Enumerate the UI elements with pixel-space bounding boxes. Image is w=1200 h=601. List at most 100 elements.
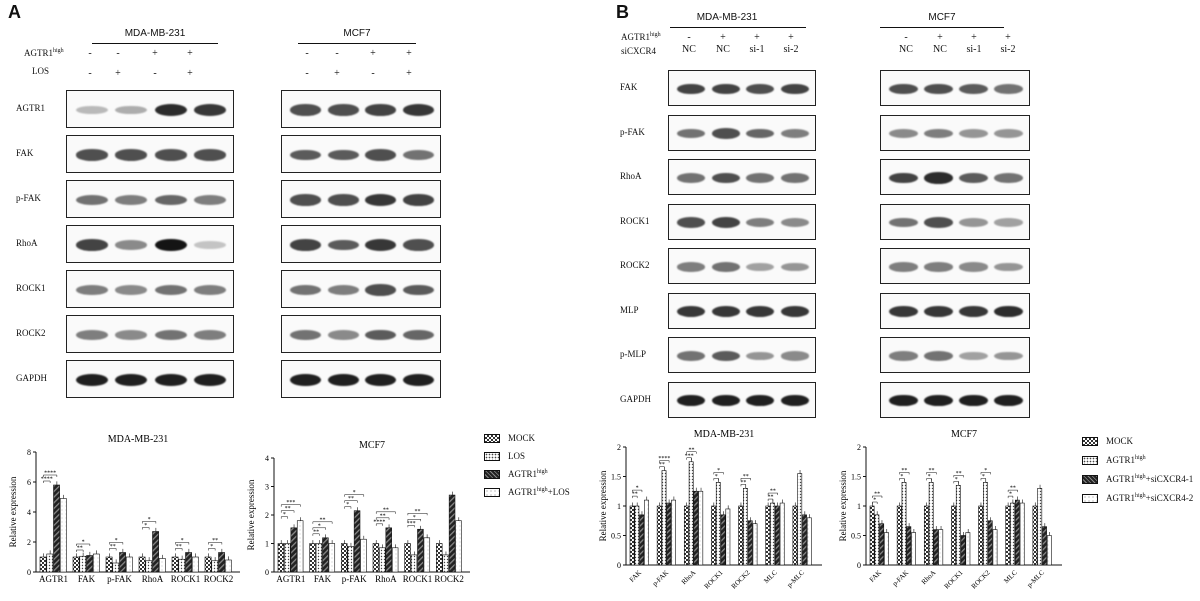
legend-item: AGTR1high [484, 469, 548, 479]
protein-band [154, 149, 187, 161]
significance-bracket [872, 495, 883, 498]
y-tick-label: 2 [857, 443, 861, 452]
condition-mark: + [115, 68, 121, 79]
protein-band [365, 194, 397, 206]
protein-band [924, 83, 953, 95]
bar [923, 505, 929, 566]
protein-band [994, 173, 1023, 183]
bar [806, 517, 812, 566]
protein-band [290, 373, 322, 387]
bar [715, 482, 721, 566]
y-axis-label: Relative expression [8, 476, 18, 547]
bar [738, 505, 744, 566]
panel-a-cellline-1-rule [92, 43, 218, 44]
blot-label: RhoA [16, 238, 38, 248]
significance-bracket [767, 492, 778, 496]
significance-label: ** [956, 471, 962, 477]
protein-band [365, 104, 397, 116]
protein-band [75, 285, 108, 295]
bar [410, 554, 418, 573]
significance-bracket [632, 489, 643, 493]
chart-title: MDA-MB-231 [694, 429, 755, 440]
blot-strip [880, 248, 1030, 284]
significance-bracket [632, 495, 638, 499]
bar [884, 532, 889, 566]
bar [171, 556, 179, 573]
y-tick-label: 6 [27, 478, 31, 487]
bar [46, 553, 54, 573]
significance-label: * [148, 517, 151, 523]
bar [1014, 499, 1020, 566]
significance-bracket [142, 527, 150, 530]
protein-band [75, 194, 108, 206]
legend-label: MOCK [508, 433, 536, 443]
condition-mark: - [88, 68, 92, 79]
x-tick-label: AGTR1 [276, 574, 305, 584]
protein-band [75, 330, 108, 340]
x-tick-label: p-MLC [785, 568, 806, 589]
x-tick-label: ROCK2 [730, 568, 752, 590]
protein-band [711, 262, 740, 272]
significance-bracket [713, 472, 724, 475]
protein-band [780, 217, 809, 228]
significance-label: ** [176, 544, 182, 550]
legend-swatch [484, 451, 500, 461]
protein-band [290, 194, 322, 206]
significance-bracket [659, 460, 670, 463]
bar [204, 556, 212, 573]
bar [379, 547, 386, 573]
bar [747, 520, 753, 566]
bar [72, 556, 80, 573]
condition-mark: + [370, 48, 376, 59]
condition-mark: + [406, 68, 412, 79]
condition-mark: + [334, 68, 340, 79]
protein-band [194, 149, 227, 161]
significance-bracket [926, 472, 937, 475]
bar [698, 490, 704, 566]
significance-label: ** [285, 506, 291, 512]
protein-band [365, 373, 397, 387]
panel-a-cellline-2: MCF7 [343, 28, 371, 39]
condition-mark: NC [716, 44, 730, 55]
condition-mark: NC [682, 44, 696, 55]
significance-label: * [115, 538, 118, 544]
protein-band [154, 238, 187, 252]
protein-band [889, 262, 918, 272]
x-tick-label: RhoA [142, 574, 164, 584]
bar [211, 560, 219, 573]
protein-band [780, 351, 809, 361]
bar [448, 494, 456, 573]
bar [59, 498, 67, 573]
significance-label: * [283, 512, 286, 518]
protein-band [327, 285, 359, 295]
blot-strip [668, 381, 816, 418]
significance-bracket [767, 498, 774, 502]
protein-band [780, 83, 809, 95]
blot-strip [880, 70, 1030, 106]
bar [797, 473, 803, 566]
significance-label: ** [770, 489, 776, 495]
bar [933, 529, 939, 566]
protein-band [677, 305, 706, 318]
bar [1037, 488, 1043, 566]
blot-label: FAK [620, 82, 638, 92]
protein-band [677, 262, 706, 272]
significance-bracket [407, 519, 421, 522]
bar [218, 552, 225, 573]
bar [178, 558, 186, 573]
chart-mcf7-panel-a: MCF7 0 1 2 3 4 Relative expression AGTR1 FAK p-FA… [246, 440, 470, 584]
significance-label: **** [44, 471, 56, 477]
condition-mark: + [187, 48, 193, 59]
protein-band [780, 394, 809, 407]
x-tick-label: RhoA [680, 569, 697, 586]
chart-mda-mb-231-panel-a: MDA-MB-231 0 2 4 6 8 Relative expression AGTR1 F… [8, 434, 240, 584]
blot-strip [281, 180, 441, 218]
protein-band [365, 149, 397, 161]
significance-label: * [715, 474, 718, 480]
protein-band [746, 83, 775, 95]
condition-mark: si-2 [1000, 44, 1016, 55]
blot-strip [66, 270, 234, 308]
blot-label: GAPDH [16, 373, 48, 383]
significance-label: * [210, 544, 213, 550]
x-tick-label: FAK [78, 574, 96, 584]
